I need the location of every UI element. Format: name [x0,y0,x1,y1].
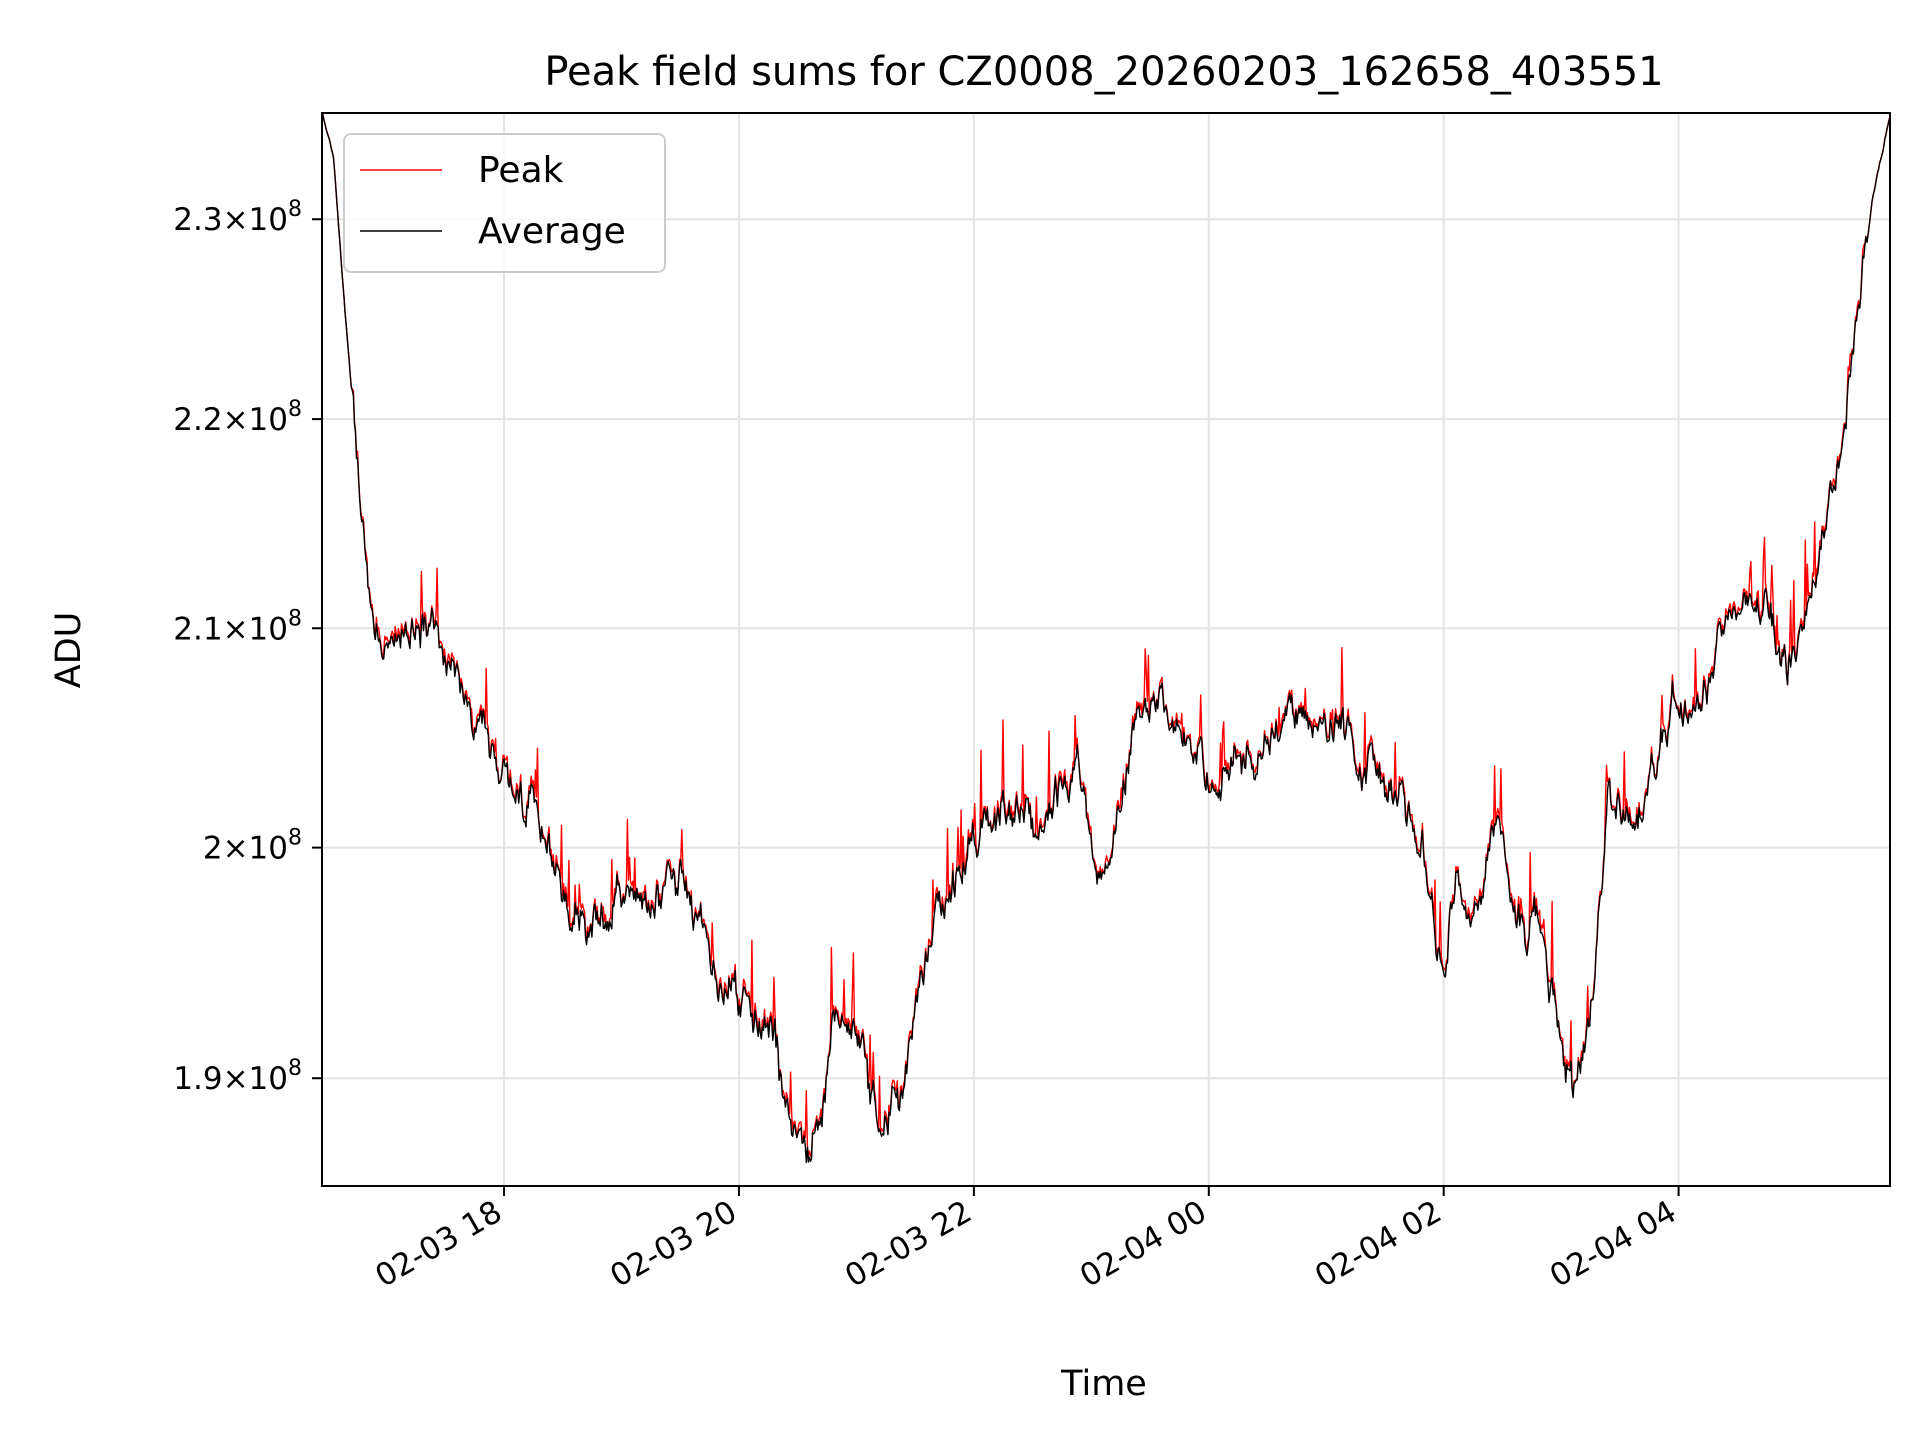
plot-frame [321,112,1891,1187]
x-axis-label: Time [1060,1364,1147,1404]
y-tick-label: 2.3×108 [173,197,302,238]
series-line-average [322,113,1890,1164]
y-axis-ticks: 1.9×108 2×108 2.1×108 2.2×108 2.3×108 [173,197,322,1097]
y-tick-label: 2.2×108 [173,397,302,438]
legend-label-average: Average [478,211,626,252]
y-tick-label: 1.9×108 [173,1056,302,1097]
grid-lines [322,113,1890,1186]
legend-label-peak: Peak [478,150,564,191]
legend: Peak Average [343,133,666,273]
legend-box [343,133,666,273]
chart-title: Peak field sums for CZ0008_20260203_1626… [544,49,1663,95]
y-axis-label: ADU [49,612,89,689]
y-tick-label: 2.1×108 [173,606,302,647]
y-tick-label: 2×108 [203,826,302,867]
